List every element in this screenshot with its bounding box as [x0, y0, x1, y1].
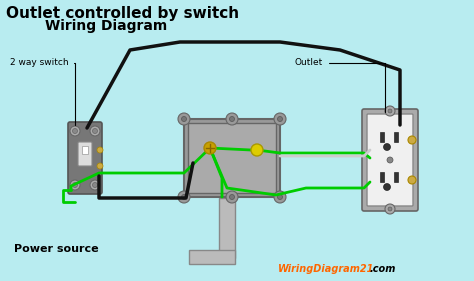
Bar: [380, 132, 384, 142]
FancyBboxPatch shape: [184, 119, 280, 197]
Text: 2 way switch: 2 way switch: [10, 58, 75, 125]
Circle shape: [388, 207, 392, 211]
Circle shape: [92, 128, 98, 133]
Bar: [380, 172, 384, 182]
Bar: [82, 146, 88, 154]
Circle shape: [70, 126, 80, 136]
FancyBboxPatch shape: [78, 142, 92, 166]
Text: Wiring Diagram: Wiring Diagram: [45, 19, 167, 33]
Circle shape: [229, 194, 235, 200]
Circle shape: [90, 180, 100, 190]
Circle shape: [226, 113, 238, 125]
Circle shape: [408, 136, 416, 144]
Circle shape: [178, 113, 190, 125]
Bar: [394, 132, 398, 142]
Text: Power source: Power source: [14, 244, 99, 254]
Text: WiringDiagram21: WiringDiagram21: [278, 264, 374, 274]
Circle shape: [408, 176, 416, 184]
Bar: [394, 172, 398, 182]
Circle shape: [204, 142, 216, 154]
Text: Outlet controlled by switch: Outlet controlled by switch: [6, 6, 239, 21]
Circle shape: [178, 191, 190, 203]
Circle shape: [90, 126, 100, 136]
Circle shape: [73, 182, 78, 187]
Circle shape: [385, 106, 395, 116]
Circle shape: [251, 144, 263, 156]
Circle shape: [277, 194, 283, 200]
Bar: [189, 250, 235, 264]
Circle shape: [387, 157, 393, 163]
Circle shape: [385, 204, 395, 214]
Circle shape: [274, 191, 286, 203]
FancyBboxPatch shape: [367, 114, 413, 206]
FancyBboxPatch shape: [362, 109, 418, 211]
Circle shape: [226, 191, 238, 203]
Text: .com: .com: [370, 264, 396, 274]
Circle shape: [274, 113, 286, 125]
Circle shape: [383, 144, 391, 151]
Circle shape: [182, 194, 186, 200]
Circle shape: [73, 128, 78, 133]
Circle shape: [92, 182, 98, 187]
Circle shape: [388, 109, 392, 113]
Circle shape: [383, 183, 391, 191]
Bar: [219, 198, 235, 258]
Circle shape: [182, 117, 186, 121]
Circle shape: [277, 117, 283, 121]
Text: Outlet: Outlet: [295, 58, 385, 112]
Circle shape: [229, 117, 235, 121]
Circle shape: [97, 147, 103, 153]
Circle shape: [97, 163, 103, 169]
FancyBboxPatch shape: [188, 123, 276, 193]
Circle shape: [70, 180, 80, 190]
FancyBboxPatch shape: [68, 122, 102, 194]
